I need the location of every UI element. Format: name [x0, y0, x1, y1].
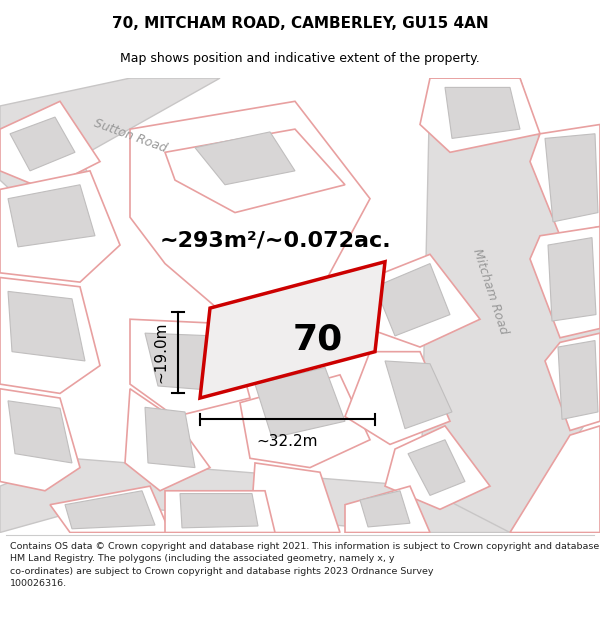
Polygon shape — [200, 262, 385, 398]
Polygon shape — [165, 129, 345, 213]
Text: Contains OS data © Crown copyright and database right 2021. This information is : Contains OS data © Crown copyright and d… — [10, 542, 600, 588]
Polygon shape — [130, 319, 250, 417]
Polygon shape — [130, 101, 370, 319]
Polygon shape — [345, 352, 450, 444]
Polygon shape — [530, 226, 600, 338]
Polygon shape — [165, 491, 275, 532]
Polygon shape — [0, 458, 510, 532]
Polygon shape — [360, 491, 410, 527]
Polygon shape — [558, 341, 598, 419]
Polygon shape — [545, 333, 600, 431]
Polygon shape — [0, 278, 100, 393]
Text: Sutton Road: Sutton Road — [92, 116, 168, 155]
Polygon shape — [0, 389, 80, 491]
Polygon shape — [250, 463, 340, 532]
Polygon shape — [420, 78, 600, 532]
Polygon shape — [445, 88, 520, 138]
Polygon shape — [385, 426, 490, 509]
Text: ~32.2m: ~32.2m — [257, 434, 318, 449]
Polygon shape — [8, 291, 85, 361]
Text: ~293m²/~0.072ac.: ~293m²/~0.072ac. — [159, 231, 391, 251]
Text: 70: 70 — [292, 322, 343, 356]
Polygon shape — [530, 124, 600, 236]
Polygon shape — [240, 375, 370, 468]
Polygon shape — [180, 494, 258, 528]
Polygon shape — [0, 78, 220, 217]
Polygon shape — [420, 78, 540, 152]
Polygon shape — [385, 361, 452, 429]
Polygon shape — [195, 132, 295, 185]
Text: ~19.0m: ~19.0m — [153, 322, 168, 383]
Polygon shape — [145, 408, 195, 468]
Polygon shape — [408, 440, 465, 496]
Polygon shape — [8, 401, 72, 463]
Polygon shape — [548, 238, 596, 321]
Text: Map shows position and indicative extent of the property.: Map shows position and indicative extent… — [120, 52, 480, 65]
Polygon shape — [125, 389, 210, 491]
Polygon shape — [345, 486, 430, 532]
Polygon shape — [545, 134, 598, 222]
Polygon shape — [8, 185, 95, 247]
Polygon shape — [145, 333, 228, 391]
Polygon shape — [375, 264, 450, 336]
Text: Mitcham Road: Mitcham Road — [470, 247, 510, 336]
Polygon shape — [50, 486, 170, 532]
Polygon shape — [510, 426, 600, 532]
Polygon shape — [0, 171, 120, 282]
Polygon shape — [10, 117, 75, 171]
Polygon shape — [255, 368, 345, 438]
Polygon shape — [65, 491, 155, 529]
Text: 70, MITCHAM ROAD, CAMBERLEY, GU15 4AN: 70, MITCHAM ROAD, CAMBERLEY, GU15 4AN — [112, 16, 488, 31]
Polygon shape — [0, 101, 100, 189]
Polygon shape — [355, 254, 480, 347]
